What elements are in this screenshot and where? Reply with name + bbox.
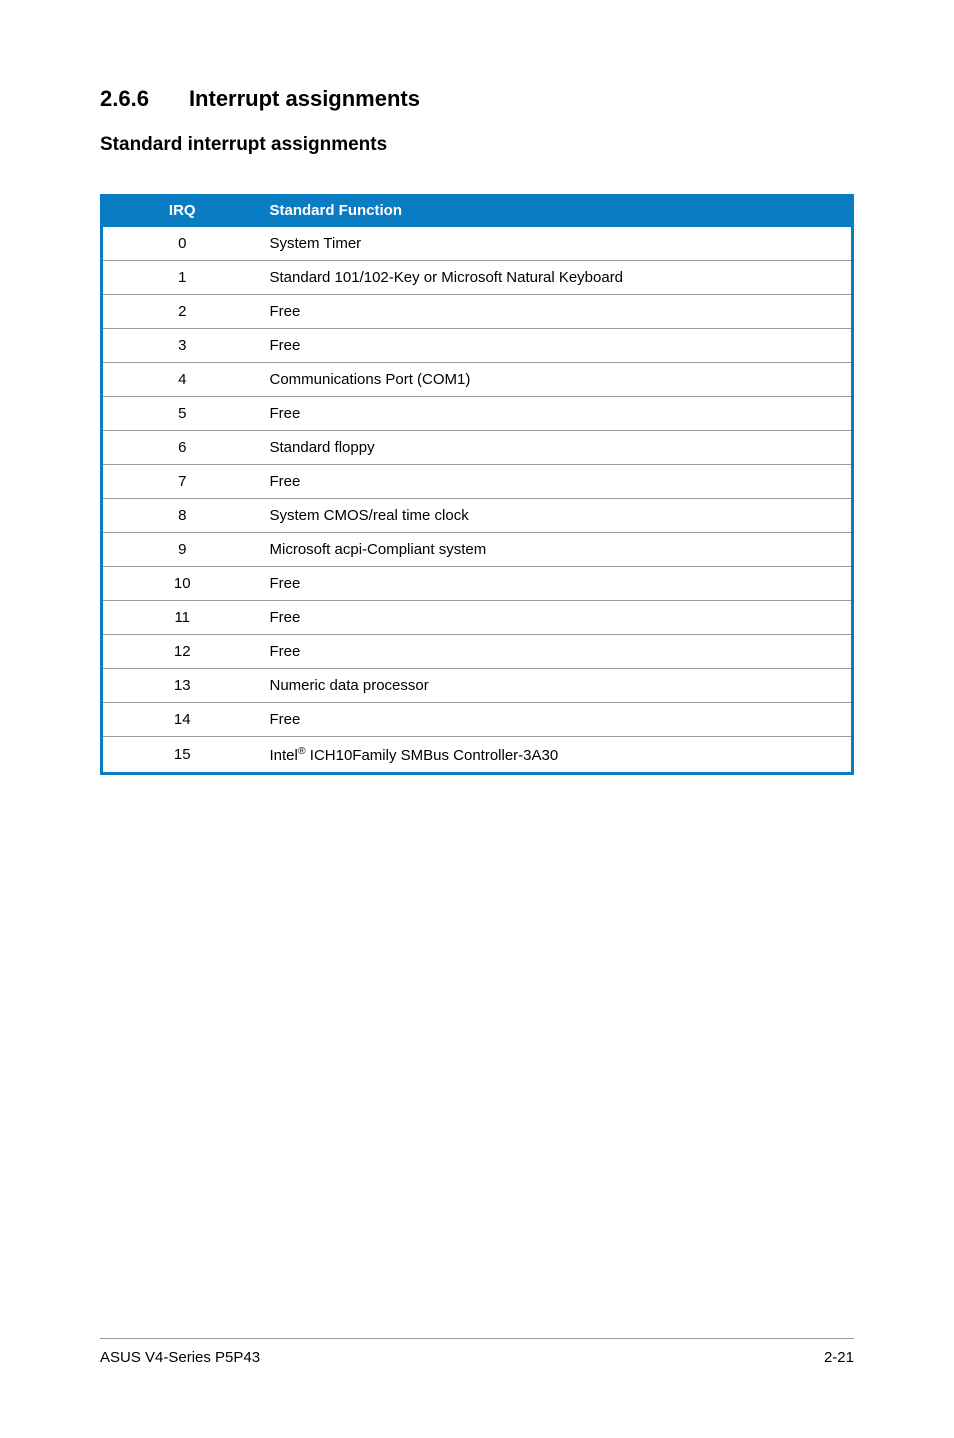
cell-func: Intel® ICH10Family SMBus Controller-3A30 [252,737,853,774]
cell-irq: 10 [102,567,252,601]
cell-irq: 2 [102,295,252,329]
cell-irq: 4 [102,363,252,397]
cell-irq: 7 [102,465,252,499]
cell-func: Numeric data processor [252,669,853,703]
page-content: 2.6.6 Interrupt assignments Standard inte… [0,0,954,775]
table-row: 13Numeric data processor [102,669,853,703]
table-row: 10Free [102,567,853,601]
cell-irq: 15 [102,737,252,774]
table-row: 4Communications Port (COM1) [102,363,853,397]
table-row: 6Standard floppy [102,431,853,465]
table-row: 5Free [102,397,853,431]
table-row: 1Standard 101/102-Key or Microsoft Natur… [102,261,853,295]
table-row: 15 Intel® ICH10Family SMBus Controller-3… [102,737,853,774]
cell-func: Free [252,329,853,363]
table-row: 14Free [102,703,853,737]
section-heading: 2.6.6 Interrupt assignments [100,86,854,112]
cell-irq: 5 [102,397,252,431]
cell-func: Free [252,567,853,601]
cell-irq: 9 [102,533,252,567]
table-row: 9Microsoft acpi-Compliant system [102,533,853,567]
cell-irq: 11 [102,601,252,635]
cell-irq: 6 [102,431,252,465]
cell-func: Microsoft acpi-Compliant system [252,533,853,567]
table-row: 11Free [102,601,853,635]
section-number: 2.6.6 [100,86,149,112]
cell-irq: 12 [102,635,252,669]
header-func: Standard Function [252,194,853,227]
cell-func: Free [252,703,853,737]
cell-func: Free [252,601,853,635]
func-post: ICH10Family SMBus Controller-3A30 [306,747,559,764]
table-row: 7Free [102,465,853,499]
header-irq: IRQ [102,194,252,227]
cell-func: System CMOS/real time clock [252,499,853,533]
cell-func: System Timer [252,227,853,261]
registered-icon: ® [298,745,306,757]
cell-irq: 1 [102,261,252,295]
table-row: 2Free [102,295,853,329]
cell-irq: 13 [102,669,252,703]
cell-func: Free [252,397,853,431]
footer-right: 2-21 [824,1349,854,1366]
cell-func: Standard 101/102-Key or Microsoft Natura… [252,261,853,295]
section-title: Interrupt assignments [189,86,420,111]
cell-func: Free [252,635,853,669]
table-row: 12Free [102,635,853,669]
cell-irq: 0 [102,227,252,261]
cell-irq: 3 [102,329,252,363]
cell-func: Communications Port (COM1) [252,363,853,397]
table-row: 0System Timer [102,227,853,261]
cell-irq: 14 [102,703,252,737]
table-header-row: IRQ Standard Function [102,194,853,227]
table-row: 3Free [102,329,853,363]
footer-left: ASUS V4-Series P5P43 [100,1349,260,1366]
cell-func: Free [252,295,853,329]
irq-table: IRQ Standard Function 0System Timer 1Sta… [100,194,854,775]
page-footer: ASUS V4-Series P5P43 2-21 [100,1338,854,1366]
func-pre: Intel [270,747,298,764]
cell-func: Free [252,465,853,499]
table-row: 8System CMOS/real time clock [102,499,853,533]
sub-heading: Standard interrupt assignments [100,134,854,156]
cell-func: Standard floppy [252,431,853,465]
cell-irq: 8 [102,499,252,533]
